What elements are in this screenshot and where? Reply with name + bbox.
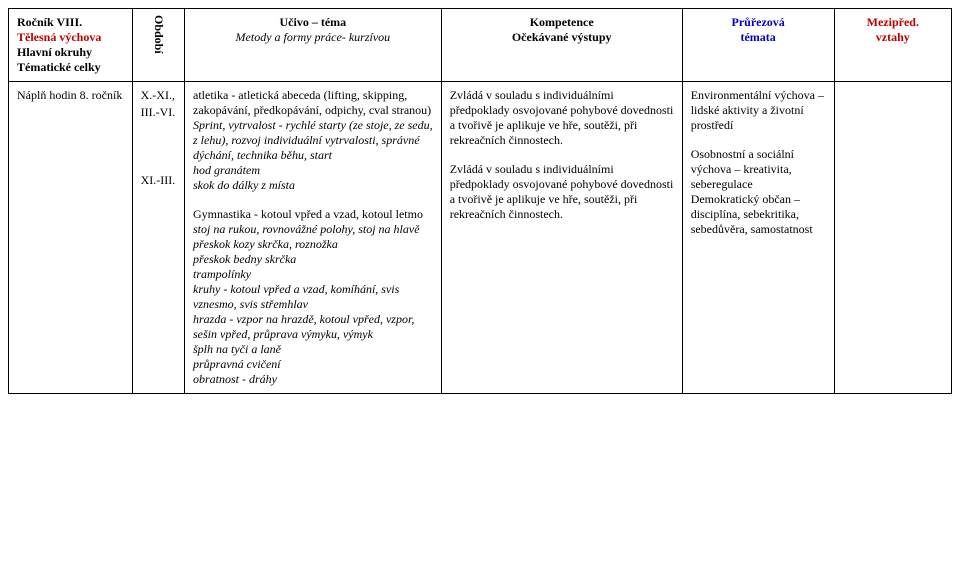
ucivo-section-title: atletika - atletická abeceda (lifting, s…	[193, 88, 431, 117]
header-prurezova: Průřezová témata	[682, 9, 834, 82]
ucivo-section: atletika - atletická abeceda (lifting, s…	[193, 88, 433, 193]
period-line	[141, 139, 176, 154]
header-kompetence: Kompetence Očekávané výstupy	[441, 9, 682, 82]
header-mezipred: Mezipřed. vztahy	[834, 9, 951, 82]
obdobi-label: Období	[151, 15, 166, 54]
row-mezipred-cell	[834, 82, 951, 394]
row-left-text: Náplň hodin 8. ročník	[17, 88, 122, 102]
kompetence-section: Zvládá v souladu s individuálními předpo…	[450, 88, 674, 148]
prurezova-section: Osobnostní a sociální výchova – kreativi…	[691, 147, 826, 237]
prurezova-title: Průřezová	[691, 15, 826, 30]
ucivo-section-methods: stoj na rukou, rovnovážné polohy, stoj n…	[193, 222, 420, 386]
ucivo-section-methods: Sprint, vytrvalost - rychlé starty (ze s…	[193, 118, 433, 192]
period-line: XI.-III.	[141, 173, 176, 188]
header-ucivo: Učivo – téma Metody a formy práce- kurzí…	[185, 9, 442, 82]
row-period-cell: X.-XI., III.-VI. XI.-III.	[132, 82, 184, 394]
row-ucivo-cell: atletika - atletická abeceda (lifting, s…	[185, 82, 442, 394]
thematic-units-label: Tématické celky	[17, 60, 124, 75]
row-prurezova-cell: Environmentální výchova – lidské aktivit…	[682, 82, 834, 394]
prurezova-section: Environmentální výchova – lidské aktivit…	[691, 88, 826, 133]
ucivo-section-title: Gymnastika - kotoul vpřed a vzad, kotoul…	[193, 207, 423, 221]
period-line: III.-VI.	[141, 105, 176, 120]
kompetence-section: Zvládá v souladu s individuálními předpo…	[450, 162, 674, 222]
period-line	[141, 156, 176, 171]
mezipred-subtitle: vztahy	[843, 30, 943, 45]
prurezova-subtitle: témata	[691, 30, 826, 45]
row-kompetence-cell: Zvládá v souladu s individuálními předpo…	[441, 82, 682, 394]
ucivo-title: Učivo – téma	[193, 15, 433, 30]
grade-label: Ročník VIII.	[17, 15, 124, 30]
period-line	[141, 122, 176, 137]
mezipred-title: Mezipřed.	[843, 15, 943, 30]
period-line: X.-XI.,	[141, 88, 176, 103]
row-left-cell: Náplň hodin 8. ročník	[9, 82, 133, 394]
ucivo-subtitle: Metody a formy práce- kurzívou	[193, 30, 433, 45]
table-header-row: Ročník VIII. Tělesná výchova Hlavní okru…	[9, 9, 952, 82]
kompetence-title: Kompetence	[450, 15, 674, 30]
subject-label: Tělesná výchova	[17, 30, 124, 45]
header-obdobi: Období	[132, 9, 184, 82]
main-areas-label: Hlavní okruhy	[17, 45, 124, 60]
kompetence-subtitle: Očekávané výstupy	[450, 30, 674, 45]
ucivo-section: Gymnastika - kotoul vpřed a vzad, kotoul…	[193, 207, 433, 387]
curriculum-table: Ročník VIII. Tělesná výchova Hlavní okru…	[8, 8, 952, 394]
header-left: Ročník VIII. Tělesná výchova Hlavní okru…	[9, 9, 133, 82]
table-body-row: Náplň hodin 8. ročník X.-XI., III.-VI. X…	[9, 82, 952, 394]
